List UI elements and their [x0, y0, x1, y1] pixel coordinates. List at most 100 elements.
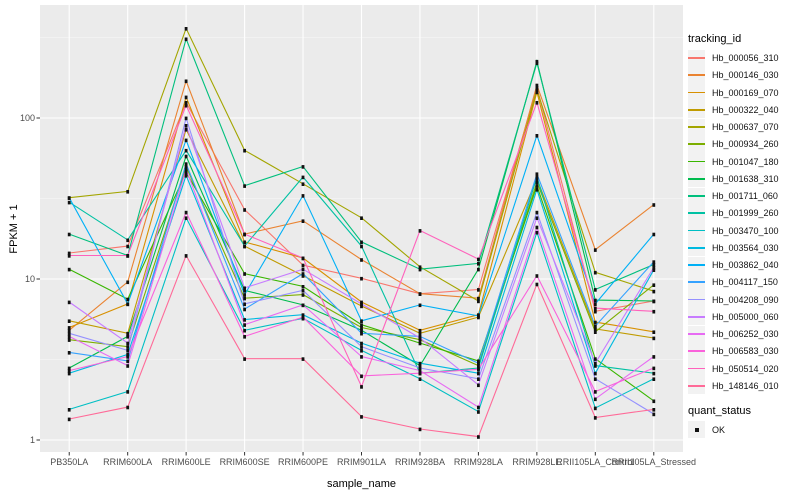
- data-point: [593, 406, 597, 411]
- x-tick-label-RRIM928LA: RRIM928LA: [453, 457, 503, 467]
- legend-item-Hb_006252_030: Hb_006252_030: [688, 325, 779, 343]
- data-point: [477, 257, 480, 262]
- data-point: [535, 83, 539, 88]
- data-point: [126, 355, 130, 359]
- legend-key-line-icon: [688, 212, 705, 215]
- data-point: [301, 263, 305, 268]
- legend-key-box: [688, 66, 705, 84]
- data-point: [184, 101, 188, 105]
- legend-item-label: Hb_003862_040: [712, 260, 779, 270]
- data-point: [535, 180, 539, 185]
- legend-item-Hb_003862_040: Hb_003862_040: [688, 256, 779, 274]
- x-tick-label-RRIM928LE: RRIM928LE: [512, 457, 562, 467]
- data-point: [301, 293, 305, 297]
- data-point: [477, 262, 480, 266]
- quant-legend-item: OK: [688, 421, 725, 438]
- data-point: [184, 103, 188, 108]
- data-point: [418, 366, 422, 371]
- data-point: [184, 254, 188, 258]
- data-point: [243, 318, 246, 322]
- legend-item-label: Hb_004208_090: [712, 294, 779, 305]
- data-point: [243, 289, 246, 293]
- data-point: [535, 134, 539, 138]
- data-point: [67, 196, 71, 200]
- data-point: [360, 341, 363, 346]
- data-point: [477, 435, 480, 439]
- data-point: [477, 377, 480, 381]
- data-point: [535, 184, 539, 188]
- legend-key-box: [688, 84, 705, 101]
- data-point: [184, 170, 188, 175]
- data-point: [243, 240, 246, 245]
- data-point: [535, 172, 539, 176]
- data-point: [243, 184, 246, 188]
- data-point: [652, 232, 656, 237]
- data-point: [126, 297, 130, 302]
- legend-item-label: Hb_001638_310: [712, 173, 779, 184]
- data-point: [418, 292, 422, 296]
- data-point: [184, 162, 188, 166]
- data-point: [593, 306, 597, 311]
- data-point: [301, 303, 305, 308]
- x-tick-label-RRIM600PE: RRIM600PE: [278, 457, 329, 467]
- data-point: [360, 323, 363, 327]
- data-point: [126, 359, 130, 364]
- legend-key-line-icon: [688, 229, 705, 232]
- data-point: [360, 276, 363, 281]
- data-point: [593, 364, 597, 368]
- legend-item-Hb_001999_260: Hb_001999_260: [688, 204, 779, 222]
- data-point: [418, 369, 422, 373]
- legend-item-Hb_000322_040: Hb_000322_040: [688, 101, 779, 119]
- data-point: [67, 417, 71, 422]
- x-tick-label-RRII105LA_Stressed: RRII105LA_Stressed: [611, 457, 697, 467]
- data-point: [301, 219, 305, 223]
- legend-item-label: Hb_006583_030: [712, 346, 779, 357]
- data-point: [593, 302, 597, 307]
- data-point: [360, 304, 363, 309]
- legend-key-box: [688, 170, 705, 188]
- data-point: [67, 326, 71, 330]
- legend-item-label: Hb_004117_150: [712, 277, 778, 288]
- data-point: [652, 371, 656, 376]
- data-point: [652, 377, 656, 381]
- legend-item-Hb_004208_090: Hb_004208_090: [688, 291, 779, 308]
- legend-key-box: [688, 135, 705, 153]
- legend-key-box: [688, 239, 705, 257]
- legend-key-line-icon: [688, 281, 705, 284]
- x-tick-label-RRIM600LE: RRIM600LE: [161, 457, 211, 467]
- legend-key-box: [688, 308, 705, 326]
- y-tick-label: 1: [29, 435, 35, 445]
- data-point: [67, 254, 71, 258]
- data-point: [184, 124, 188, 128]
- legend-item-Hb_000637_070: Hb_000637_070: [688, 118, 779, 136]
- data-point: [184, 174, 188, 178]
- data-point: [301, 313, 305, 317]
- data-point: [243, 148, 246, 153]
- data-point: [477, 267, 480, 272]
- legend-key-line-icon: [688, 177, 705, 180]
- data-point: [418, 303, 422, 308]
- legend-key-line-icon: [688, 74, 705, 77]
- quant-legend-label: OK: [712, 424, 726, 435]
- data-point: [243, 293, 246, 297]
- data-point: [301, 267, 305, 272]
- x-tick-label-RRIM901LA: RRIM901LA: [336, 457, 387, 467]
- legend-key-line-icon: [688, 298, 705, 301]
- data-point: [593, 320, 597, 325]
- data-point: [360, 385, 363, 389]
- data-point: [67, 232, 71, 237]
- x-axis-title: sample_name: [326, 478, 397, 490]
- data-point: [184, 128, 188, 132]
- data-point: [301, 289, 305, 293]
- data-point: [126, 244, 130, 249]
- data-point: [243, 328, 246, 333]
- data-point: [593, 357, 597, 361]
- legend-key-box: [688, 360, 705, 377]
- data-point: [652, 366, 656, 371]
- data-point: [418, 229, 422, 233]
- data-point: [301, 165, 305, 169]
- data-point: [243, 357, 246, 361]
- legend-item-label: Hb_000146_030: [712, 70, 779, 81]
- data-point: [126, 364, 130, 368]
- data-point: [477, 364, 480, 368]
